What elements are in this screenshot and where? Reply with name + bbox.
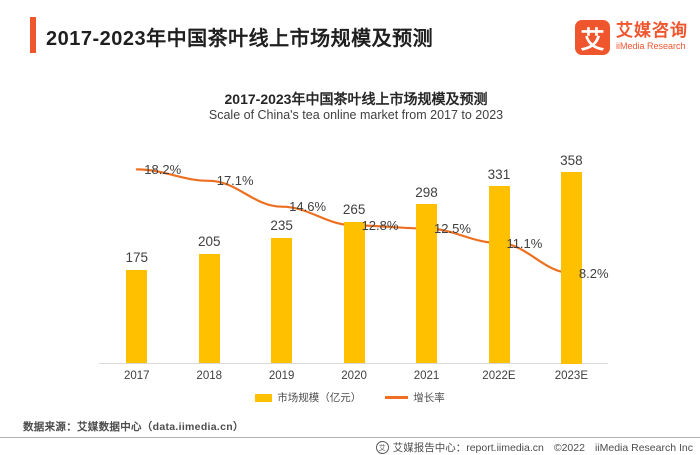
footer-report-center: 艾媒报告中心：report.iimedia.cn: [392, 442, 544, 454]
footer-company: iiMedia Research Inc: [594, 441, 693, 454]
title-accent-bar: [30, 17, 36, 53]
growth-rate-label-2022E: 11.1%: [506, 235, 543, 251]
growth-rate-label-2017: 18.2%: [144, 161, 182, 177]
logo-brand-en: iiMedia Research: [616, 41, 686, 51]
x-axis-tick-2022E: 2022E: [482, 370, 516, 382]
x-axis-tick-2017: 2017: [124, 370, 150, 382]
x-axis-tick-2020: 2020: [341, 370, 367, 382]
bar-2018: [198, 253, 220, 364]
bar-2022E: [488, 186, 510, 364]
bar-value-label-2019: 235: [270, 218, 293, 234]
bar-value-label-2017: 175: [125, 250, 149, 266]
bar-2020: [343, 221, 365, 364]
bar-value-label-2018: 205: [197, 234, 221, 250]
bar-value-label-2023E: 358: [560, 152, 583, 168]
growth-rate-label-2023E: 8.2%: [578, 265, 609, 281]
footer: 艾 艾媒报告中心：report.iimedia.cn ©2022 iiMedia…: [0, 440, 693, 455]
footer-divider: [0, 437, 700, 438]
bar-value-label-2021: 298: [415, 184, 438, 200]
legend-bar-label: 市场规模（亿元）: [277, 392, 362, 404]
x-axis-line: [99, 363, 608, 364]
bar-2023E: [560, 172, 582, 364]
logo-brand-cn: 艾媒咨询: [616, 21, 688, 40]
legend-line-swatch-icon: [385, 396, 409, 399]
footer-copyright: ©2022: [553, 441, 585, 454]
bar-2019: [271, 237, 293, 364]
iimedia-logo-text: 艾媒咨询 iiMedia Research: [616, 20, 688, 52]
chart-legend: 市场规模（亿元） 增长率: [0, 390, 700, 405]
data-source-note: 数据来源：艾媒数据中心（data.iimedia.cn）: [23, 421, 244, 433]
bar-2021: [416, 204, 437, 364]
legend-bar-swatch-icon: [255, 393, 273, 402]
x-axis-tick-2018: 2018: [196, 370, 223, 382]
growth-rate-label-2021: 12.5%: [434, 221, 471, 236]
x-axis-tick-2019: 2019: [268, 370, 295, 382]
chart-title: 2017-2023年中国茶叶线上市场规模及预测: [224, 91, 488, 107]
legend-line-label: 增长率: [413, 392, 445, 404]
bar-value-label-2022E: 331: [487, 166, 511, 182]
chart-subtitle: Scale of China's tea online market from …: [208, 108, 504, 122]
iimedia-badge-icon: 艾: [375, 441, 389, 454]
bar-value-label-2020: 265: [342, 202, 366, 218]
bar-2017: [126, 269, 148, 364]
x-axis-tick-2023E: 2023E: [554, 370, 589, 382]
growth-rate-label-2019: 14.6%: [289, 199, 327, 215]
iimedia-logo-icon: 艾: [575, 20, 610, 55]
iimedia-logo: 艾 艾媒咨询 iiMedia Research: [575, 20, 688, 55]
growth-rate-label-2020: 12.8%: [361, 217, 399, 233]
growth-rate-label-2018: 17.1%: [216, 173, 254, 189]
page-title: 2017-2023年中国茶叶线上市场规模及预测: [46, 28, 434, 50]
x-axis-tick-2021: 2021: [413, 370, 440, 382]
